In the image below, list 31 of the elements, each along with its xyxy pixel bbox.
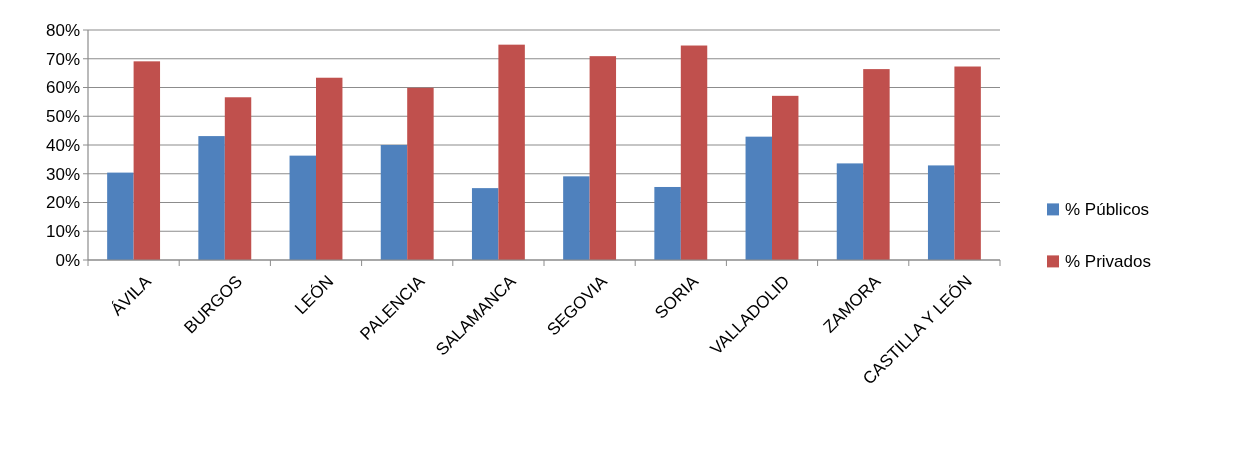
bar: [198, 136, 225, 260]
bar: [380, 145, 408, 260]
bar: [133, 61, 161, 260]
bar: [836, 163, 864, 260]
bar: [471, 188, 499, 260]
bar: [563, 176, 590, 260]
bar: [498, 44, 525, 260]
bar: [772, 95, 799, 260]
bar: [107, 172, 134, 260]
bar: [407, 87, 434, 260]
y-tick-label: 70%: [45, 49, 80, 69]
y-tick-label: 60%: [45, 78, 80, 98]
bar: [927, 165, 955, 260]
y-tick-label: 80%: [45, 20, 80, 40]
bar: [224, 97, 252, 260]
y-tick-label: 10%: [45, 222, 80, 242]
bar: [316, 77, 343, 260]
bar: [654, 186, 681, 260]
y-tick-label: 0%: [55, 250, 80, 270]
y-tick-label: 40%: [45, 135, 80, 155]
y-tick-label: 30%: [45, 164, 80, 184]
bar: [954, 66, 981, 260]
bar: [680, 45, 708, 260]
bar: [863, 69, 890, 260]
legend-label: % Privados: [1065, 252, 1151, 272]
y-tick-label: 20%: [45, 193, 80, 213]
bar: [289, 155, 316, 260]
y-tick-label: 50%: [45, 107, 80, 127]
legend-label: % Públicos: [1065, 200, 1150, 220]
bar: [745, 136, 772, 260]
bar: [589, 56, 617, 260]
